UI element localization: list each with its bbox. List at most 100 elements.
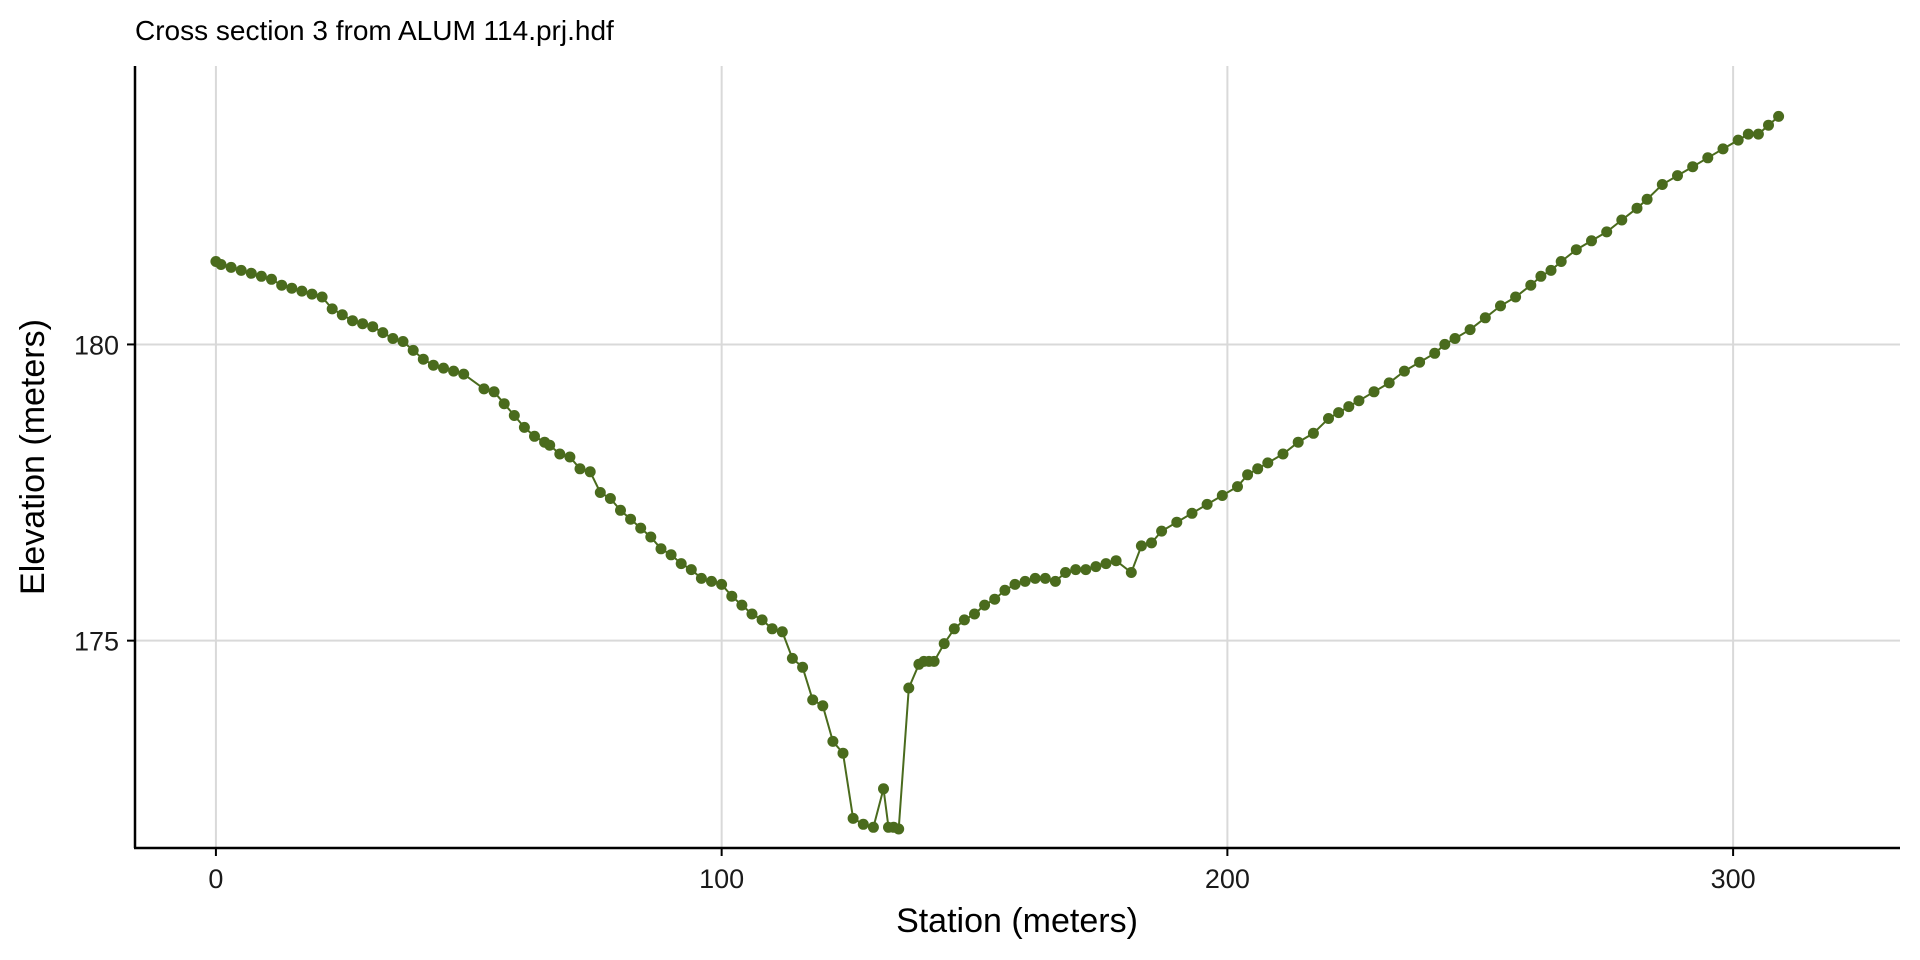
data-point (1252, 463, 1264, 475)
data-point (1146, 537, 1157, 549)
data-point (756, 614, 768, 626)
data-point (1292, 436, 1304, 448)
data-point (928, 655, 940, 667)
data-point (574, 463, 586, 475)
data-point (1763, 119, 1774, 131)
data-point (1029, 572, 1041, 584)
data-point (1687, 161, 1699, 173)
data-point (1070, 564, 1082, 576)
data-point (766, 623, 778, 635)
data-point (336, 309, 348, 321)
data-point (797, 661, 809, 673)
data-point (847, 812, 859, 824)
data-point (1495, 300, 1506, 312)
data-point (1125, 567, 1137, 578)
x-tick-label: 300 (1711, 864, 1756, 894)
y-axis-label: Elevation (meters) (14, 319, 52, 595)
x-tick-label: 0 (208, 864, 223, 894)
data-point (508, 410, 520, 421)
data-point (695, 572, 707, 584)
data-point (594, 487, 606, 498)
x-axis-label: Station (meters) (896, 902, 1138, 940)
data-point (1535, 270, 1547, 282)
x-axis-ticks: 0 100 200 300 (208, 848, 1756, 894)
data-point (1742, 128, 1754, 140)
data-point (1232, 481, 1243, 493)
data-point (1156, 525, 1168, 537)
data-point (604, 493, 616, 504)
data-point (306, 288, 318, 300)
data-point (1570, 244, 1582, 256)
data-point (999, 584, 1011, 596)
data-point (665, 549, 677, 561)
data-point (1732, 134, 1744, 146)
data-point (1019, 575, 1031, 587)
data-point (367, 321, 379, 333)
chart-title: Cross section 3 from ALUM 114.prj.hdf (135, 15, 614, 46)
data-point (837, 747, 849, 759)
y-axis-ticks: 175 180 (74, 330, 135, 657)
data-point (878, 783, 889, 795)
data-point (1616, 214, 1628, 226)
data-point (1631, 202, 1643, 214)
data-point (979, 599, 991, 611)
elevation-profile-points (210, 110, 1785, 835)
data-point (1100, 558, 1112, 570)
data-point (1429, 347, 1441, 359)
data-point (1353, 395, 1365, 407)
data-point (347, 315, 358, 327)
data-point (685, 564, 697, 576)
data-point (716, 578, 728, 590)
data-point (296, 285, 308, 297)
data-point (1171, 516, 1183, 528)
data-point (786, 652, 798, 664)
data-point (1135, 540, 1147, 552)
y-tick-label: 175 (74, 627, 119, 657)
data-point (706, 575, 717, 587)
data-point (316, 291, 328, 303)
data-point (1398, 365, 1410, 377)
data-point (564, 451, 576, 463)
data-point (615, 504, 626, 516)
data-point (478, 383, 490, 395)
data-point (1333, 407, 1345, 419)
data-point (1186, 507, 1198, 519)
horizontal-gridlines (135, 343, 1900, 642)
data-point (736, 599, 748, 611)
data-point (948, 623, 960, 635)
data-point (1641, 193, 1653, 205)
data-point (625, 513, 637, 525)
data-point (1080, 564, 1092, 576)
data-point (1039, 572, 1051, 584)
data-point (1090, 561, 1102, 573)
data-point (1449, 333, 1461, 344)
data-point (215, 259, 227, 270)
data-point (255, 270, 267, 282)
data-point (276, 279, 288, 291)
data-point (1343, 401, 1355, 413)
data-point (544, 439, 556, 451)
data-point (1464, 324, 1476, 336)
data-point (448, 365, 460, 377)
data-point (938, 638, 950, 650)
data-point (989, 593, 1001, 605)
data-point (655, 543, 667, 555)
data-point (498, 398, 510, 410)
data-point (529, 430, 540, 442)
data-point (387, 333, 399, 344)
data-point (1307, 427, 1319, 439)
data-point (417, 353, 429, 365)
data-point (1672, 170, 1683, 182)
data-point (857, 818, 869, 830)
data-point (1277, 448, 1289, 460)
data-point (1414, 356, 1426, 368)
data-point (1586, 235, 1597, 247)
data-point (1717, 143, 1729, 155)
data-point (776, 626, 788, 638)
data-point (407, 344, 419, 356)
data-point (1555, 256, 1567, 267)
data-point (1656, 179, 1668, 190)
data-point (1368, 386, 1380, 398)
elevation-profile-line (215, 115, 1780, 831)
